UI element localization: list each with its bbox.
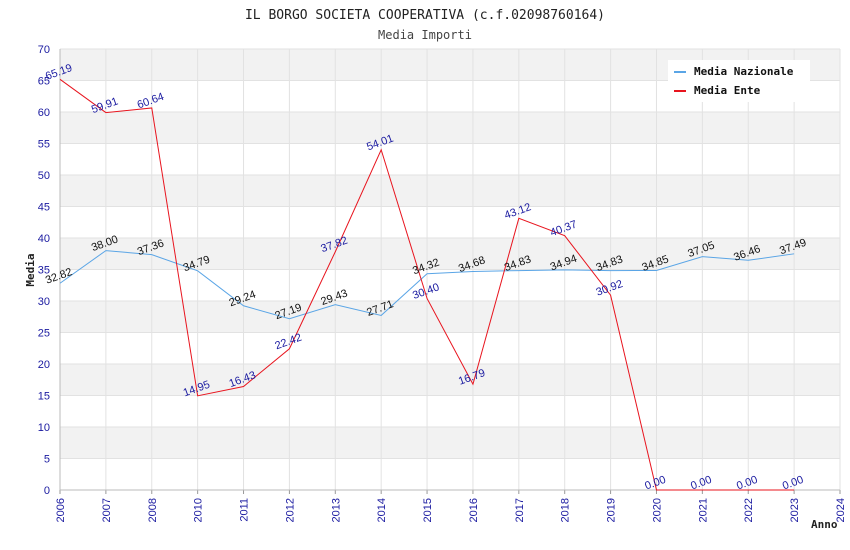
y-axis-label: Media: [24, 253, 37, 286]
y-tick-label: 70: [38, 44, 50, 56]
legend-label-media-ente: Media Ente: [694, 84, 761, 97]
x-tick-label: 2019: [606, 498, 618, 522]
y-tick-label: 45: [38, 202, 50, 214]
grid-band: [60, 112, 840, 144]
x-tick-label: 2013: [330, 498, 342, 522]
x-tick-label: 2018: [560, 498, 572, 522]
x-tick-label: 2006: [55, 498, 67, 522]
series-line-media-nazionale: [59, 250, 795, 320]
y-tick-label: 25: [38, 328, 50, 340]
data-label: 40.37: [549, 219, 579, 240]
x-axis-ticks: 2006 2007 2008 2010 2011 2012 2013 2014 2015 2016…: [55, 498, 847, 522]
y-tick-label: 35: [38, 265, 50, 277]
y-axis-ticks: 0 5 10 15 20 25 30 35 40 45 50 55 60 65 70: [38, 44, 50, 497]
chart-title: IL BORGO SOCIETA COOPERATIVA (c.f.020987…: [245, 8, 605, 23]
x-tick-label: 2016: [468, 498, 480, 522]
y-tick-label: 10: [38, 422, 50, 434]
grid-band: [60, 364, 840, 396]
grid-band: [60, 427, 840, 459]
x-tick-label: 2014: [376, 498, 388, 522]
x-axis-label: Anno: [811, 518, 838, 531]
x-tick-label: 2007: [101, 498, 113, 522]
grid-bands: [60, 49, 840, 459]
y-tick-label: 20: [38, 359, 50, 371]
data-label: 30.92: [595, 278, 625, 299]
x-tick-label: 2020: [651, 498, 663, 522]
grid-band: [60, 238, 840, 270]
x-tick-label: 2017: [514, 498, 526, 522]
y-tick-label: 30: [38, 296, 50, 308]
x-tick-label: 2023: [789, 498, 801, 522]
x-tick-label: 2024: [835, 498, 847, 522]
x-tick-label: 2008: [147, 498, 159, 522]
x-tick-label: 2021: [697, 498, 709, 522]
y-tick-label: 60: [38, 107, 50, 119]
y-tick-label: 0: [44, 485, 50, 497]
legend-label-media-nazionale: Media Nazionale: [694, 65, 794, 78]
y-tick-label: 55: [38, 139, 50, 151]
grid-lines: [59, 48, 841, 491]
chart-subtitle: Media Importi: [378, 28, 472, 42]
x-tick-label: 2011: [239, 498, 251, 522]
series-line-media-ente: [59, 78, 795, 491]
y-tick-label: 40: [38, 233, 50, 245]
y-tick-label: 5: [44, 454, 50, 466]
grid-band: [60, 301, 840, 333]
legend: Media Nazionale Media Ente: [668, 60, 810, 102]
x-tick-label: 2015: [422, 498, 434, 522]
series-lines: [59, 78, 795, 491]
y-tick-label: 15: [38, 391, 50, 403]
legend-box: [668, 60, 810, 102]
y-tick-label: 65: [38, 76, 50, 88]
x-tick-label: 2012: [284, 498, 296, 522]
x-tick-label: 2022: [743, 498, 755, 522]
y-tick-label: 50: [38, 170, 50, 182]
grid-band: [60, 175, 840, 207]
x-tick-label: 2010: [193, 498, 205, 522]
